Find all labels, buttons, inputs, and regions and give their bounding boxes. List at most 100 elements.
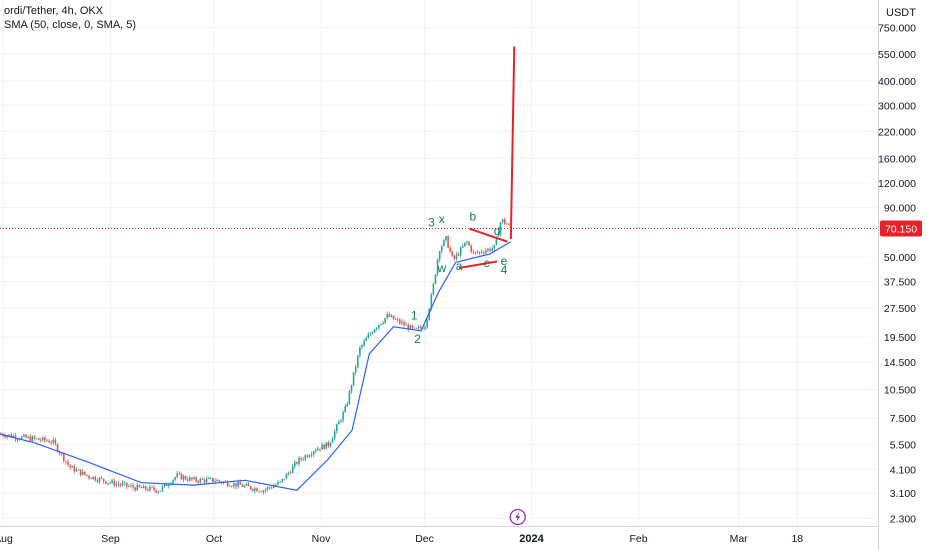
triangle-upper-line	[469, 227, 508, 243]
candle	[306, 454, 309, 459]
symbol-title[interactable]: ordi/Tether, 4h, OKX	[4, 5, 104, 17]
candle-body	[331, 438, 334, 443]
candle	[447, 235, 449, 249]
candle-body	[352, 372, 355, 386]
time-tick-label: Aug	[0, 533, 13, 545]
candle	[94, 475, 97, 482]
candle	[438, 250, 441, 263]
candle	[407, 322, 409, 333]
candle	[31, 435, 34, 442]
candle-body	[16, 439, 19, 440]
candle	[323, 443, 325, 450]
candle	[378, 324, 380, 330]
candle-body	[44, 437, 46, 441]
candle-body	[315, 450, 317, 452]
wave-label: w	[436, 261, 446, 275]
candle-body	[140, 487, 143, 489]
price-tick-label: 300.000	[878, 100, 916, 112]
time-tick-label: Oct	[206, 533, 222, 545]
candle	[182, 474, 185, 483]
lightning-glyph	[515, 512, 521, 522]
wave-label: c	[484, 256, 490, 270]
candle	[344, 403, 346, 413]
candle	[235, 483, 237, 490]
candle	[403, 319, 405, 328]
candle-body	[12, 435, 15, 438]
candle-body	[350, 385, 353, 392]
candle-body	[92, 476, 94, 480]
candle-body	[178, 473, 181, 475]
candle-body	[96, 480, 99, 482]
wave-label: x	[439, 212, 445, 226]
candle-body	[388, 314, 391, 317]
candle-body	[441, 246, 443, 252]
candle-body	[107, 482, 109, 484]
price-tick-label: 90.000	[884, 202, 916, 214]
candle	[331, 437, 334, 443]
candle-body	[508, 224, 510, 226]
price-tick-label: 14.500	[884, 357, 916, 369]
candle-body	[405, 324, 407, 326]
candle-body	[445, 236, 447, 240]
candle-body	[384, 318, 386, 323]
candle	[287, 471, 290, 476]
candle	[415, 327, 418, 329]
candle	[342, 410, 344, 423]
candle	[455, 251, 458, 261]
candle-body	[180, 473, 183, 480]
candle-body	[163, 483, 166, 487]
candle-body	[126, 482, 128, 487]
price-tick-label: 4.100	[890, 464, 916, 476]
candle-body	[417, 326, 420, 329]
candle	[75, 466, 78, 473]
price-tick-label: 7.500	[890, 413, 916, 425]
candle-body	[252, 489, 254, 491]
candle	[476, 249, 479, 254]
candle-body	[86, 474, 88, 476]
candle-body	[300, 458, 302, 460]
candle-body	[195, 477, 197, 482]
candle-body	[25, 434, 27, 438]
price-tick-label: 19.500	[884, 332, 916, 344]
candle	[325, 442, 328, 449]
candle	[485, 248, 487, 255]
candle-body	[29, 436, 31, 442]
candle	[111, 478, 113, 484]
candle-body	[401, 321, 403, 324]
candle	[457, 252, 460, 257]
candle	[186, 476, 189, 483]
candle	[501, 218, 504, 224]
time-tick-label: Mar	[730, 533, 749, 545]
candle	[128, 484, 130, 488]
candle-body	[186, 479, 189, 481]
price-tick-label: 160.000	[878, 154, 916, 166]
time-tick-label: Sep	[101, 533, 120, 545]
candle-body	[218, 480, 220, 482]
candle-body	[56, 444, 59, 452]
candle	[464, 242, 466, 248]
candle-body	[193, 477, 195, 480]
candle-body	[63, 453, 65, 462]
candle-body	[58, 451, 61, 454]
wave-label: 1	[411, 308, 418, 322]
candle-body	[447, 236, 449, 248]
candle-body	[420, 326, 422, 328]
sma-indicator-label[interactable]: SMA (50, close, 0, SMA, 5)	[4, 19, 137, 31]
candle-body	[8, 434, 10, 436]
candle-body	[399, 319, 401, 324]
candle-body	[123, 482, 126, 484]
candle-body	[361, 345, 363, 348]
candle	[247, 482, 250, 487]
wave-label: b	[470, 210, 477, 224]
candle-body	[197, 481, 199, 483]
candle	[386, 311, 388, 320]
candle	[258, 491, 260, 493]
candle-body	[499, 222, 502, 234]
candle	[327, 440, 330, 448]
currency-label[interactable]: USDT	[886, 7, 916, 19]
candle-body	[424, 327, 426, 329]
candle	[210, 477, 212, 479]
candle	[67, 459, 69, 467]
